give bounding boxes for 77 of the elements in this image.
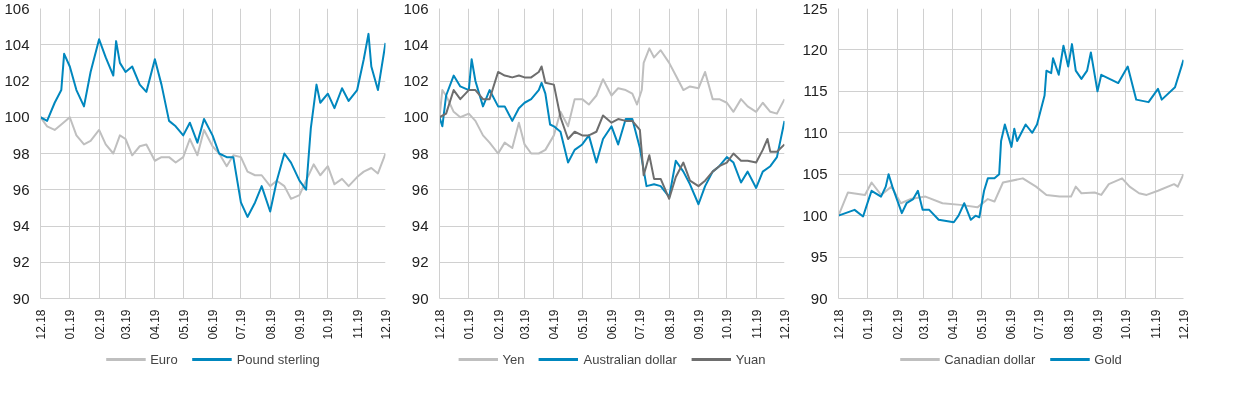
x-tick-label: 06.19: [206, 309, 221, 340]
x-tick-label: 12.18: [34, 309, 48, 340]
x-tick-label: 12.19: [1177, 309, 1191, 340]
x-tick-label: 12.18: [832, 309, 846, 340]
y-tick-label: 105: [802, 165, 828, 183]
legend-label: Australian dollar: [583, 351, 677, 367]
y-tick-label: 98: [411, 144, 429, 162]
x-tick-label: 07.19: [234, 309, 249, 340]
x-tick-label: 02.19: [491, 309, 506, 340]
x-tick-label: 12.19: [379, 309, 393, 340]
y-tick-label: 110: [803, 123, 828, 141]
x-tick-label: 05.19: [575, 309, 590, 340]
x-tick-label: 04.19: [547, 309, 562, 340]
x-tick-label: 01.19: [63, 309, 78, 340]
x-tick-label: 09.19: [292, 309, 307, 340]
line-series: [838, 173, 1184, 217]
y-tick-label: 106: [403, 0, 429, 17]
x-tick-label: 11.19: [350, 309, 365, 339]
x-tick-label: 07.19: [633, 309, 648, 340]
x-tick-label: 12.18: [433, 309, 447, 340]
y-tick-label: 98: [12, 144, 30, 162]
x-tick-label: 11.19: [749, 309, 764, 339]
y-tick-label: 96: [411, 180, 429, 198]
x-tick-label: 06.19: [605, 309, 620, 340]
y-tick-label: 94: [411, 217, 429, 234]
line-series: [439, 47, 785, 155]
y-tick-label: 104: [4, 35, 30, 53]
x-tick-label: 10.19: [321, 309, 336, 340]
x-tick-label: 09.19: [691, 309, 706, 340]
x-tick-label: 05.19: [974, 309, 989, 340]
y-tick-label: 96: [12, 180, 30, 198]
y-tick-label: 100: [403, 108, 429, 126]
y-tick-label: 90: [411, 289, 429, 307]
x-tick-label: 10.19: [1119, 309, 1134, 340]
x-tick-label: 02.19: [92, 309, 107, 340]
x-tick-label: 03.19: [917, 309, 932, 340]
x-tick-label: 03.19: [518, 309, 533, 340]
y-tick-label: 115: [803, 82, 828, 100]
y-tick-label: 100: [802, 206, 828, 224]
x-tick-label: 08.19: [662, 309, 677, 340]
y-tick-label: 92: [12, 253, 30, 271]
legend-label: Gold: [1094, 351, 1122, 367]
x-tick-label: 05.19: [176, 309, 191, 340]
x-tick-label: 02.19: [890, 309, 905, 340]
y-tick-label: 90: [810, 289, 828, 307]
legend-label: Euro: [150, 351, 178, 367]
y-tick-label: 92: [411, 253, 429, 271]
line-series: [40, 116, 386, 200]
y-tick-label: 90: [12, 289, 30, 307]
legend-label: Pound sterling: [236, 351, 320, 367]
x-tick-label: 04.19: [946, 309, 961, 340]
y-tick-label: 94: [12, 217, 30, 234]
x-tick-label: 09.19: [1090, 309, 1105, 340]
y-tick-label: 104: [403, 35, 429, 53]
x-tick-label: 03.19: [119, 309, 134, 340]
legend-label: Canadian dollar: [944, 351, 1036, 367]
y-tick-label: 95: [810, 248, 828, 266]
x-tick-label: 01.19: [861, 309, 876, 340]
y-tick-label: 102: [4, 72, 30, 89]
legend-label: Yen: [502, 351, 525, 367]
y-tick-label: 100: [4, 108, 30, 126]
x-tick-label: 01.19: [462, 309, 477, 340]
x-tick-label: 08.19: [263, 309, 278, 340]
x-tick-label: 06.19: [1004, 309, 1019, 340]
y-tick-label: 125: [802, 0, 828, 17]
x-tick-label: 08.19: [1061, 309, 1076, 340]
x-tick-label: 07.19: [1032, 309, 1047, 340]
x-tick-label: 12.19: [778, 309, 792, 340]
x-tick-label: 11.19: [1148, 309, 1163, 339]
y-tick-label: 106: [4, 0, 30, 17]
x-tick-label: 04.19: [148, 309, 163, 340]
line-series: [838, 43, 1184, 224]
line-series: [40, 32, 386, 218]
legend-label: Yuan: [735, 351, 766, 367]
y-tick-label: 102: [403, 72, 429, 89]
y-tick-label: 120: [802, 40, 828, 58]
x-tick-label: 10.19: [720, 309, 735, 340]
